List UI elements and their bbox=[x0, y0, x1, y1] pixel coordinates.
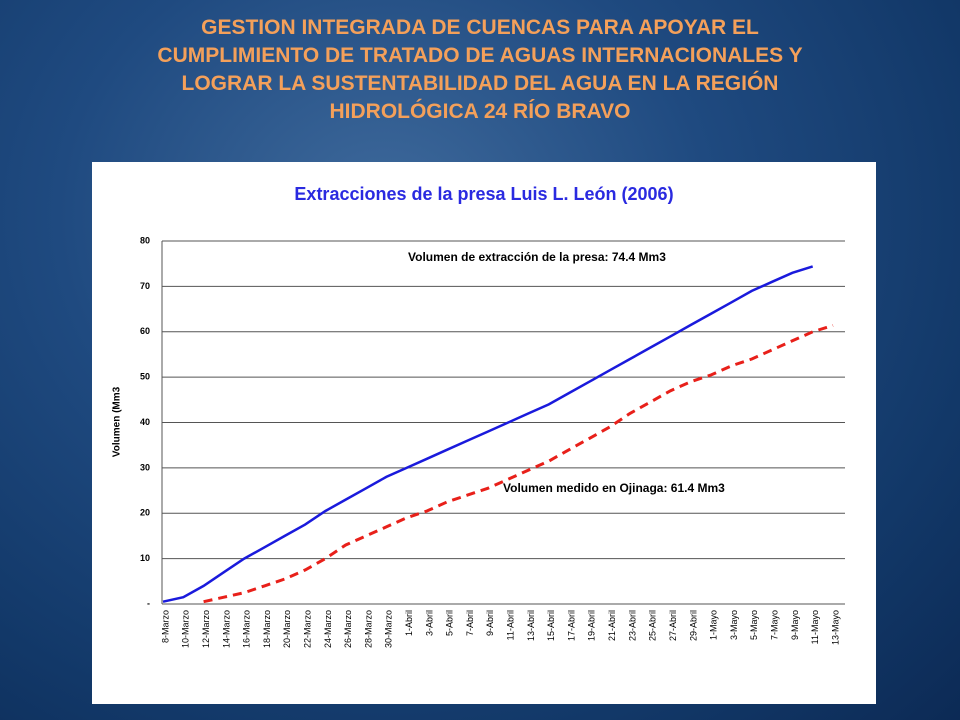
x-tick-label: 28-Marzo bbox=[363, 610, 373, 648]
x-tick-label: 13-Abril bbox=[526, 610, 536, 641]
x-tick-label: 12-Marzo bbox=[201, 610, 211, 648]
y-tick-label: 40 bbox=[140, 417, 150, 427]
x-tick-label: 29-Abril bbox=[688, 610, 698, 641]
x-tick-label: 3-Abril bbox=[424, 610, 434, 636]
x-tick-label: 11-Mayo bbox=[810, 610, 820, 644]
x-tick-label: 7-Mayo bbox=[769, 610, 779, 640]
x-tick-label: 5-Abril bbox=[445, 610, 455, 636]
y-tick-label: 60 bbox=[140, 326, 150, 336]
x-tick-label: 7-Abril bbox=[465, 610, 475, 636]
title-line: GESTION INTEGRADA DE CUENCAS PARA APOYAR… bbox=[201, 16, 759, 39]
y-tick-label: 80 bbox=[140, 235, 150, 245]
slide-title: GESTION INTEGRADA DE CUENCAS PARA APOYAR… bbox=[0, 14, 960, 126]
x-tick-label: 23-Abril bbox=[627, 610, 637, 641]
x-tick-label: 13-Mayo bbox=[830, 610, 840, 645]
x-tick-label: 27-Abril bbox=[668, 610, 678, 641]
x-tick-label: 15-Abril bbox=[546, 610, 556, 641]
x-tick-label: 11-Abril bbox=[506, 610, 516, 640]
y-tick-label: 10 bbox=[140, 553, 150, 563]
x-tick-label: 1-Abril bbox=[404, 610, 414, 636]
x-tick-label: 30-Marzo bbox=[384, 610, 394, 648]
title-line: CUMPLIMIENTO DE TRATADO DE AGUAS INTERNA… bbox=[157, 44, 803, 67]
line-series bbox=[162, 265, 814, 603]
x-tick-label: 17-Abril bbox=[566, 610, 576, 641]
x-tick-label: 9-Abril bbox=[485, 610, 495, 636]
x-tick-label: 16-Marzo bbox=[242, 610, 252, 648]
x-tick-label: 5-Mayo bbox=[749, 610, 759, 640]
x-tick-label: 10-Marzo bbox=[181, 610, 191, 648]
x-tick-label: 9-Mayo bbox=[790, 610, 800, 640]
x-tick-label: 19-Abril bbox=[587, 610, 597, 641]
x-tick-label: 14-Marzo bbox=[221, 610, 231, 648]
annotation: Volumen de extracción de la presa: 74.4 … bbox=[408, 250, 666, 264]
x-tick-label: 18-Marzo bbox=[262, 610, 272, 648]
x-tick-label: 22-Marzo bbox=[302, 610, 312, 648]
y-tick-label: - bbox=[147, 598, 150, 608]
x-tick-label: 1-Mayo bbox=[709, 610, 719, 640]
annotation: Volumen medido en Ojinaga: 61.4 Mm3 bbox=[503, 481, 725, 495]
chart-title: Extracciones de la presa Luis L. León (2… bbox=[294, 184, 673, 204]
x-tick-label: 25-Abril bbox=[648, 610, 658, 641]
x-tick-label: 24-Marzo bbox=[323, 610, 333, 648]
x-tick-label: 26-Marzo bbox=[343, 610, 353, 648]
y-tick-label: 30 bbox=[140, 462, 150, 472]
y-tick-label: 50 bbox=[140, 372, 150, 382]
y-tick-label: 20 bbox=[140, 508, 150, 518]
x-tick-label: 3-Mayo bbox=[729, 610, 739, 640]
title-line: LOGRAR LA SUSTENTABILIDAD DEL AGUA EN LA… bbox=[181, 72, 779, 95]
line-series bbox=[203, 323, 834, 604]
x-tick-label: 21-Abril bbox=[607, 610, 617, 641]
x-tick-label: 20-Marzo bbox=[282, 610, 292, 648]
x-tick-label: 8-Marzo bbox=[160, 610, 170, 643]
y-axis-label: Volumen (Mm3 bbox=[112, 386, 123, 457]
y-tick-label: 70 bbox=[140, 281, 150, 291]
title-line: HIDROLÓGICA 24 RÍO BRAVO bbox=[329, 100, 631, 123]
